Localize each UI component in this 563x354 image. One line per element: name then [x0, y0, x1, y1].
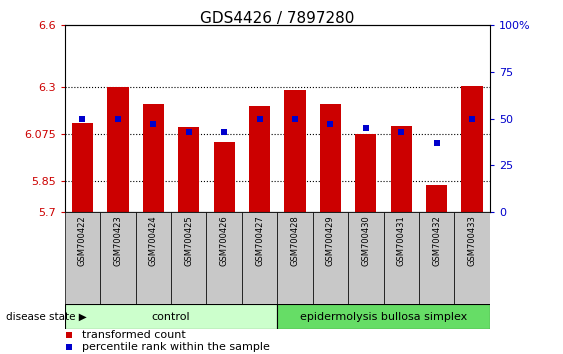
Bar	[136, 212, 171, 319]
Bar	[242, 212, 277, 319]
Text: GSM700426: GSM700426	[220, 216, 229, 266]
Bar	[207, 212, 242, 319]
Bar	[178, 127, 199, 212]
Text: GSM700431: GSM700431	[397, 216, 406, 266]
Text: GSM700429: GSM700429	[326, 216, 335, 266]
Bar	[65, 304, 278, 329]
Bar	[107, 87, 128, 212]
Text: epidermolysis bullosa simplex: epidermolysis bullosa simplex	[300, 312, 467, 322]
Bar	[284, 90, 306, 212]
Text: disease state ▶: disease state ▶	[6, 312, 86, 322]
Text: GSM700422: GSM700422	[78, 216, 87, 266]
Bar	[72, 123, 93, 212]
Text: GDS4426 / 7897280: GDS4426 / 7897280	[200, 11, 355, 25]
Text: percentile rank within the sample: percentile rank within the sample	[82, 342, 270, 352]
Bar	[100, 212, 136, 319]
Bar	[249, 106, 270, 212]
Bar	[213, 142, 235, 212]
Text: GSM700425: GSM700425	[184, 216, 193, 266]
Text: GSM700427: GSM700427	[255, 216, 264, 266]
Text: GSM700424: GSM700424	[149, 216, 158, 266]
Text: transformed count: transformed count	[82, 330, 185, 339]
Bar	[454, 212, 490, 319]
Text: GSM700428: GSM700428	[291, 216, 300, 266]
Bar	[278, 212, 312, 319]
Bar	[65, 212, 100, 319]
Bar	[171, 212, 207, 319]
Bar	[142, 104, 164, 212]
Text: GSM700423: GSM700423	[113, 216, 122, 266]
Text: control: control	[151, 312, 190, 322]
Bar	[391, 126, 412, 212]
Text: GSM700430: GSM700430	[361, 216, 370, 266]
Bar	[320, 104, 341, 212]
Bar	[312, 212, 348, 319]
Text: GSM700432: GSM700432	[432, 216, 441, 266]
Bar	[355, 134, 377, 212]
Bar	[419, 212, 454, 319]
Bar	[426, 185, 447, 212]
Bar	[348, 212, 383, 319]
Text: GSM700433: GSM700433	[468, 216, 477, 267]
Bar	[462, 86, 482, 212]
Bar	[278, 304, 490, 329]
Bar	[383, 212, 419, 319]
